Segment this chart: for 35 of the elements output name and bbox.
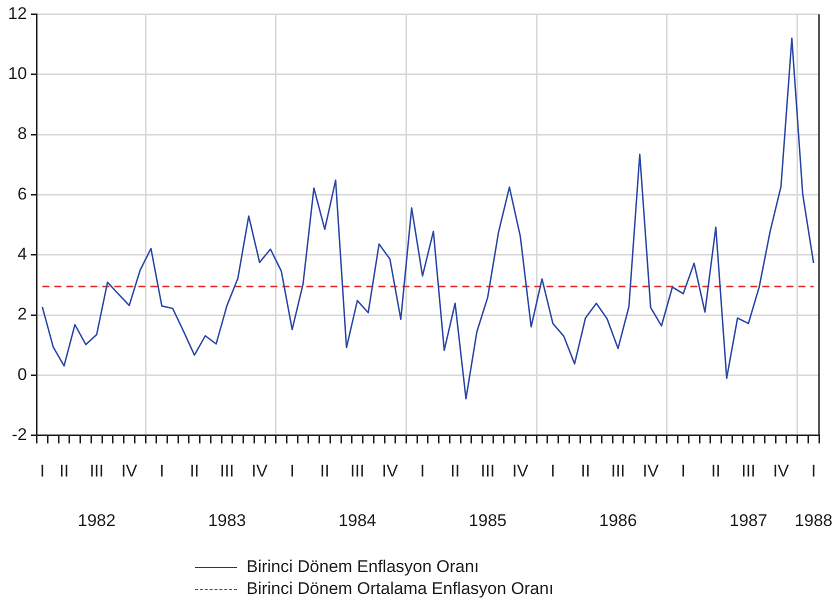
y-tick-label: 2: [17, 304, 27, 324]
x-tick-label: IV: [382, 462, 399, 481]
y-tick-label: 8: [17, 124, 27, 144]
y-tick-label: 4: [17, 244, 27, 264]
x-tick-label: I: [290, 462, 295, 481]
x-tick-label: IV: [772, 462, 790, 481]
category-label: III 1987: [729, 462, 768, 530]
x-tick-label: II: [711, 462, 721, 481]
x-tick-label: II: [59, 462, 69, 481]
x-tick-label: I: [159, 462, 164, 481]
x-tick-label: I: [420, 462, 425, 481]
y-tick-label: -2: [12, 425, 27, 444]
x-tick-label: IV: [252, 462, 268, 481]
y-tick-label: 0: [17, 364, 27, 384]
category-label: III 1984: [338, 462, 376, 530]
category-label: I 1988: [794, 462, 832, 530]
x-tick-label: I: [680, 462, 686, 481]
category-label: III 1986: [599, 462, 637, 530]
x-tick-label: II: [190, 462, 200, 481]
x-tick-label: II: [450, 462, 460, 481]
x-tick-label: IV: [512, 462, 529, 481]
x-tick-label: IV: [121, 462, 138, 481]
category-label: III 1983: [208, 462, 246, 530]
legend-label: Birinci Dönem Ortalama Enflasyon Oranı: [246, 579, 554, 599]
category-label: III 1982: [78, 462, 116, 530]
x-tick-label: I: [40, 462, 45, 481]
y-tick-label: 6: [17, 184, 27, 204]
x-tick-label: II: [580, 462, 590, 481]
x-tick-label: II: [320, 462, 330, 481]
y-tick-label: 10: [8, 64, 27, 84]
legend-label: Birinci Dönem Enflasyon Oranı: [246, 557, 479, 577]
category-label: III 1985: [468, 462, 507, 530]
y-tick-label: 12: [8, 4, 27, 23]
x-tick-label: IV: [642, 462, 660, 481]
x-tick-label: I: [550, 462, 556, 481]
